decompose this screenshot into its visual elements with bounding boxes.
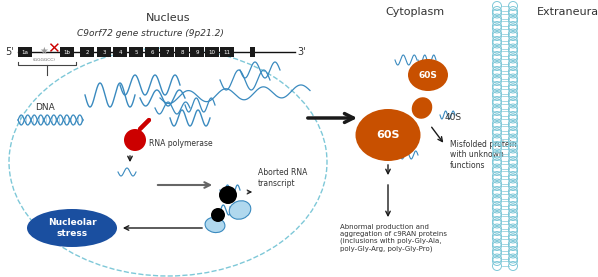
Text: Abnormal production and
aggregation of c9RAN proteins
(inclusions with poly-Gly-: Abnormal production and aggregation of c… xyxy=(340,224,447,252)
FancyBboxPatch shape xyxy=(145,47,159,57)
Text: 8: 8 xyxy=(180,50,184,55)
Text: Cytoplasm: Cytoplasm xyxy=(386,7,444,17)
Text: 2: 2 xyxy=(86,50,89,55)
Text: 9: 9 xyxy=(196,50,199,55)
Ellipse shape xyxy=(229,201,251,219)
Text: 3: 3 xyxy=(102,50,106,55)
FancyBboxPatch shape xyxy=(97,47,111,57)
FancyBboxPatch shape xyxy=(220,47,234,57)
Ellipse shape xyxy=(408,59,448,91)
Circle shape xyxy=(219,186,237,204)
Text: Aborted RNA
transcript: Aborted RNA transcript xyxy=(258,168,307,188)
Text: ★: ★ xyxy=(39,46,48,56)
FancyBboxPatch shape xyxy=(190,47,204,57)
Text: ✕: ✕ xyxy=(47,42,59,57)
FancyBboxPatch shape xyxy=(205,47,219,57)
Ellipse shape xyxy=(205,217,225,233)
Circle shape xyxy=(211,208,225,222)
FancyBboxPatch shape xyxy=(160,47,174,57)
Text: Misfolded protein
with unknown
functions: Misfolded protein with unknown functions xyxy=(450,140,517,170)
Ellipse shape xyxy=(412,97,432,119)
Text: (GGGGCC): (GGGGCC) xyxy=(32,58,56,62)
FancyBboxPatch shape xyxy=(18,47,32,57)
Text: Nucleolar
stress: Nucleolar stress xyxy=(48,218,96,238)
Text: RNA polymerase: RNA polymerase xyxy=(149,138,213,147)
Text: 1a: 1a xyxy=(22,50,29,55)
Text: 7: 7 xyxy=(165,50,169,55)
Text: 60S: 60S xyxy=(419,71,438,79)
FancyBboxPatch shape xyxy=(60,47,74,57)
Text: Extraneural: Extraneural xyxy=(538,7,598,17)
Text: C9orf72 gene structure (9p21.2): C9orf72 gene structure (9p21.2) xyxy=(77,29,224,39)
Circle shape xyxy=(124,129,146,151)
Ellipse shape xyxy=(355,109,420,161)
Text: 60S: 60S xyxy=(376,130,399,140)
Text: 11: 11 xyxy=(224,50,230,55)
FancyBboxPatch shape xyxy=(175,47,189,57)
Text: 4: 4 xyxy=(118,50,122,55)
Ellipse shape xyxy=(27,209,117,247)
FancyBboxPatch shape xyxy=(80,47,94,57)
Text: 3': 3' xyxy=(298,47,306,57)
Text: 5: 5 xyxy=(134,50,138,55)
FancyBboxPatch shape xyxy=(250,47,255,57)
Text: 5': 5' xyxy=(5,47,14,57)
Text: DNA: DNA xyxy=(35,102,55,112)
FancyBboxPatch shape xyxy=(129,47,143,57)
Text: 6: 6 xyxy=(150,50,154,55)
Text: Nucleus: Nucleus xyxy=(146,13,190,23)
FancyBboxPatch shape xyxy=(113,47,127,57)
Text: 10: 10 xyxy=(209,50,215,55)
Text: 40S: 40S xyxy=(445,114,462,122)
Text: 1b: 1b xyxy=(63,50,71,55)
